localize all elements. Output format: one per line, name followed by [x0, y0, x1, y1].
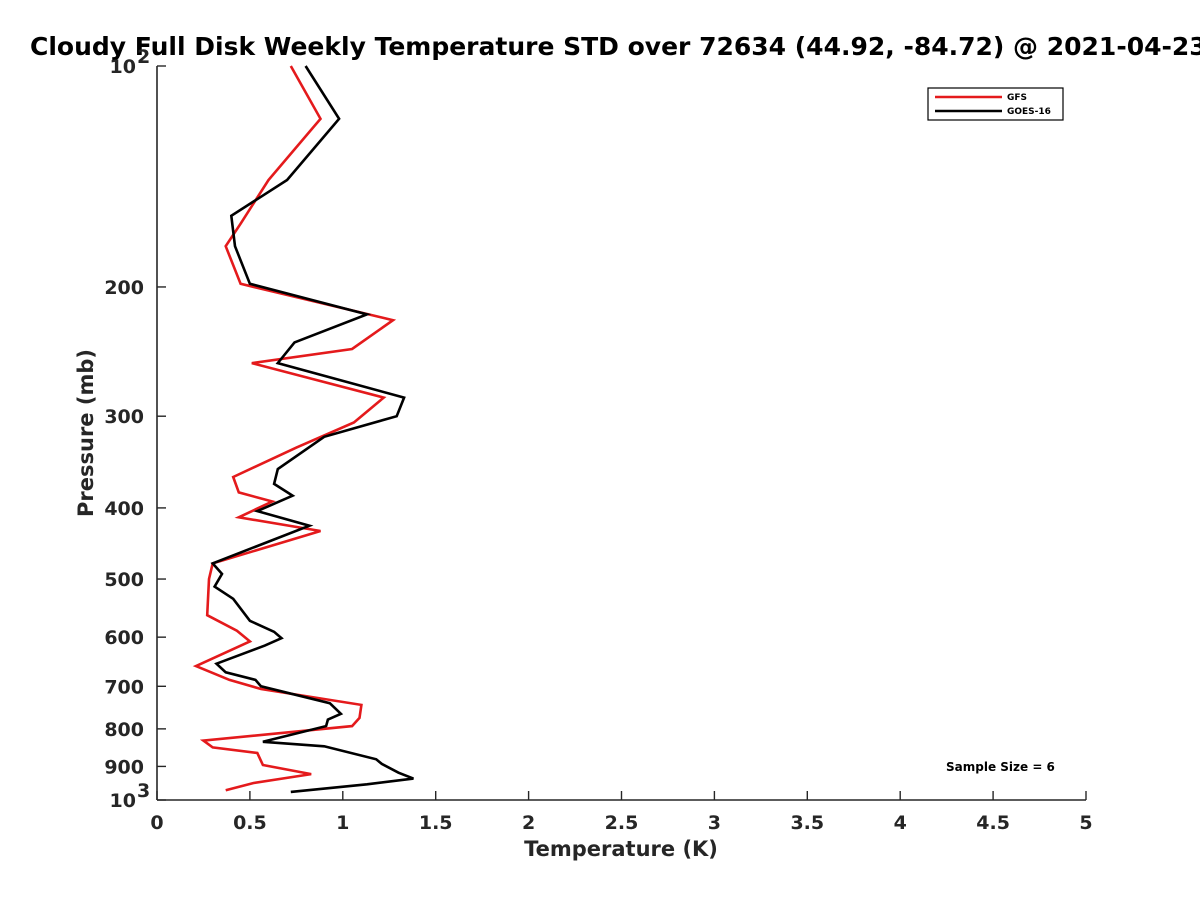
chart-title: Cloudy Full Disk Weekly Temperature STD …: [30, 32, 1200, 61]
sample-size-annotation: Sample Size = 6: [946, 760, 1055, 774]
legend-label-goes-16: GOES-16: [1007, 107, 1051, 117]
y-tick-label: 400: [104, 498, 144, 520]
x-tick-label: 3: [708, 812, 721, 834]
x-axis-label: Temperature (K): [524, 837, 718, 861]
y-tick-label: 10: [110, 56, 136, 78]
series-line-goes-16: [210, 65, 414, 794]
y-tick-label: 10: [110, 790, 136, 812]
x-tick-label: 1.5: [419, 812, 453, 834]
legend-label-gfs: GFS: [1007, 93, 1027, 103]
y-axis-label: Pressure (mb): [74, 349, 98, 517]
y-tick-exponent: 3: [137, 780, 150, 802]
x-tick-label: 3.5: [790, 812, 824, 834]
x-tick-label: 2: [522, 812, 535, 834]
y-tick-label: 200: [104, 277, 144, 299]
y-tick-label: 500: [104, 569, 144, 591]
y-tick-label: 900: [104, 756, 144, 778]
x-tick-label: 5: [1079, 812, 1092, 834]
x-tick-label: 4.5: [976, 812, 1010, 834]
legend-box: [927, 87, 1064, 121]
x-tick-label: 4: [894, 812, 907, 834]
series-line-gfs: [192, 65, 397, 792]
x-ticks: 0 0.5 1 1.5 2 2.5 3 3.5 4 4.5 5: [150, 791, 1093, 834]
y-tick-label: 600: [104, 627, 144, 649]
x-tick-label: 0: [150, 812, 163, 834]
x-tick-label: 1: [336, 812, 349, 834]
y-tick-label: 300: [104, 406, 144, 428]
series-layer: [192, 65, 414, 794]
legend: GFS GOES-16: [927, 87, 1064, 121]
y-tick-label: 700: [104, 676, 144, 698]
x-tick-label: 0.5: [233, 812, 267, 834]
x-tick-label: 2.5: [605, 812, 639, 834]
y-tick-label: 800: [104, 719, 144, 741]
y-tick-exponent: 2: [137, 46, 150, 68]
